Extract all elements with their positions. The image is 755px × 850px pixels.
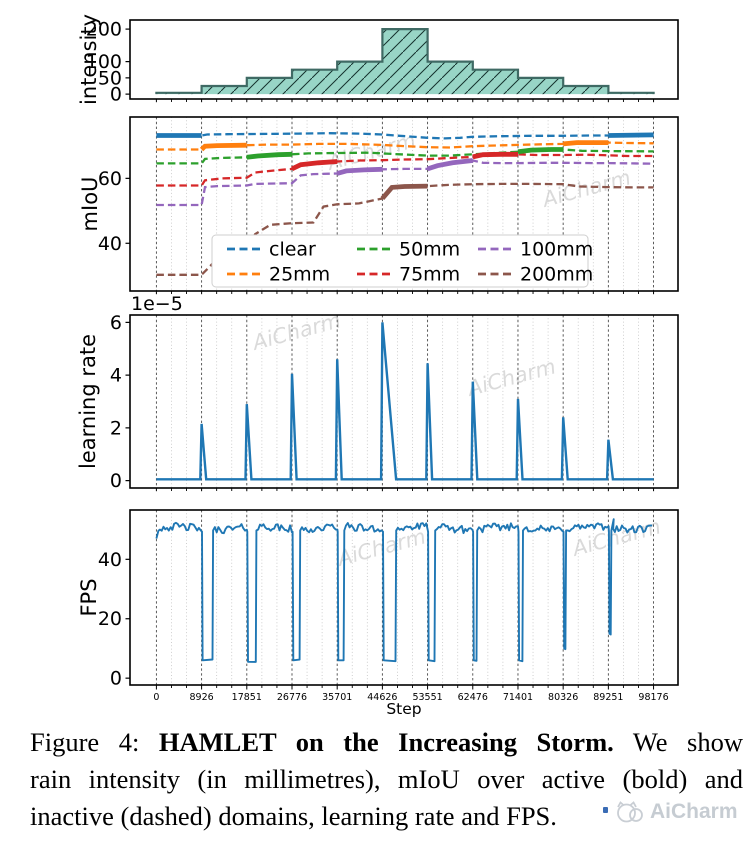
miou-series-75mm [156,153,654,187]
y-axis-label-fps: FPS [77,578,101,616]
ytick-label: 40 [98,549,122,571]
xtick-label: 8926 [190,692,214,703]
caption-end-mark [603,807,608,813]
legend-label-25mm: 25mm [269,264,330,286]
aicharm-logo-icon [617,801,643,823]
ytick-label: 2 [110,417,122,439]
y-axis-label-intensity: intensity [77,14,101,105]
miou-active-100mm [426,158,474,172]
aicharm-watermark-text: AiCharm [650,800,738,823]
ytick-label: 20 [98,608,122,630]
plot-frame-intensity [129,19,679,100]
aicharm-watermark: AiCharm [614,799,738,825]
miou-active-75mm [290,159,338,172]
xtick-label: 26776 [277,692,307,703]
plot-frame-fps [129,509,679,686]
xtick-label: 71401 [503,692,533,703]
learning-rate-line [156,322,654,481]
legend-label-200mm: 200mm [520,264,593,286]
figure-caption: Figure 4: HAMLET on the Increasing Storm… [30,724,743,835]
xtick-label: 80326 [548,692,578,703]
ytick-label: 40 [98,233,122,255]
scale-offset-label: 1e−5 [131,293,183,315]
ytick-label: 0 [110,668,122,690]
miou-active-50mm [517,147,564,155]
xtick-label: 98176 [638,692,668,703]
x-axis-label: Step [386,700,421,718]
miou-active-200mm [380,183,428,201]
ytick-label: 100 [86,51,122,73]
ytick-label: 0 [110,84,122,106]
caption-figure-label: Figure 4: [30,727,159,757]
miou-active-50mm [246,151,293,160]
miou-active-clear [608,132,654,138]
miou-active-25mm [562,140,609,147]
caption-line-2: rain intensity (in millimetres), mIoU ov… [30,764,743,794]
ytick-label: 6 [110,312,122,334]
y-axis-label-learning-rate: learning rate [76,334,100,469]
caption-line1-rest: We show [613,727,744,757]
legend-label-clear: clear [269,239,316,261]
xtick-label: 35701 [322,692,352,703]
miou-series-clear [156,132,654,140]
miou-series-50mm [156,148,654,165]
plot-frame-miou [129,116,679,292]
miou-active-100mm [336,166,383,176]
caption-line-3: inactive (dashed) domains, learning rate… [30,801,557,831]
miou-series-100mm [156,159,654,207]
legend-label-100mm: 100mm [520,239,593,261]
xtick-label: 0 [153,692,159,703]
ytick-label: 50 [98,67,122,89]
y-axis-label-miou: mIoU [78,177,102,232]
miou-active-75mm [472,151,518,160]
plot-frame-learning-rate [129,314,679,489]
ghost-watermark: AiCharm [538,165,633,212]
ghost-watermark: AiCharm [568,514,663,561]
rain-intensity-histogram [155,28,655,95]
legend-label-75mm: 75mm [399,264,460,286]
caption-line-1: Figure 4: HAMLET on the Increasing Storm… [30,724,743,761]
ytick-label: 60 [98,168,122,190]
xtick-label: 44626 [367,692,397,703]
legend-label-50mm: 50mm [399,239,460,261]
ytick-label: 0 [110,470,122,492]
fps-line [155,518,653,663]
plot-learning-rate: 0 2 4 6 learning rate 1e−5 [76,293,679,492]
plot-fps: 0 20 40 0 8926 17851 26776 35701 44626 53551 62476… [77,509,679,718]
ghost-watermark: AiCharm [463,354,558,401]
xtick-label: 53551 [412,692,442,703]
caption-title: HAMLET on the Increasing Storm. [158,727,614,757]
ytick-label: 4 [110,365,122,387]
miou-active-25mm [199,142,247,152]
ytick-label: 200 [86,19,122,41]
xtick-label: 89251 [593,692,623,703]
xtick-label: 62476 [458,692,488,703]
xtick-label: 17851 [232,692,262,703]
